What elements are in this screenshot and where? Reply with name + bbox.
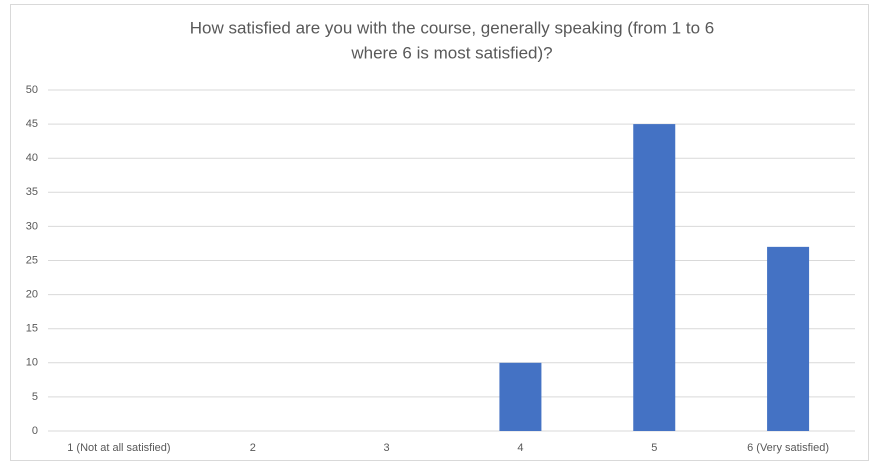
y-tick-label: 0 — [32, 425, 38, 437]
y-tick-label: 15 — [26, 323, 38, 335]
x-tick-label: 3 — [384, 442, 390, 454]
x-tick-label: 2 — [250, 442, 256, 454]
bar — [767, 246, 810, 431]
y-tick-label: 5 — [32, 391, 38, 403]
y-tick-label: 40 — [26, 152, 38, 164]
chart-frame — [10, 4, 869, 461]
x-tick-label: 6 (Very satisfied) — [747, 442, 829, 454]
x-tick-label: 5 — [651, 442, 657, 454]
x-tick-label: 1 (Not at all satisfied) — [67, 442, 170, 454]
y-tick-label: 30 — [26, 220, 38, 232]
bar — [499, 362, 542, 431]
x-tick-label: 4 — [517, 442, 523, 454]
y-tick-label: 25 — [26, 254, 38, 266]
bar — [633, 124, 676, 431]
chart-title: How satisfied are you with the course, g… — [190, 18, 714, 37]
y-tick-label: 45 — [26, 118, 38, 130]
y-tick-label: 10 — [26, 357, 38, 369]
y-tick-label: 50 — [26, 84, 38, 96]
y-tick-label: 35 — [26, 186, 38, 198]
chart-title: where 6 is most satisfied)? — [350, 43, 552, 62]
y-tick-label: 20 — [26, 289, 38, 301]
